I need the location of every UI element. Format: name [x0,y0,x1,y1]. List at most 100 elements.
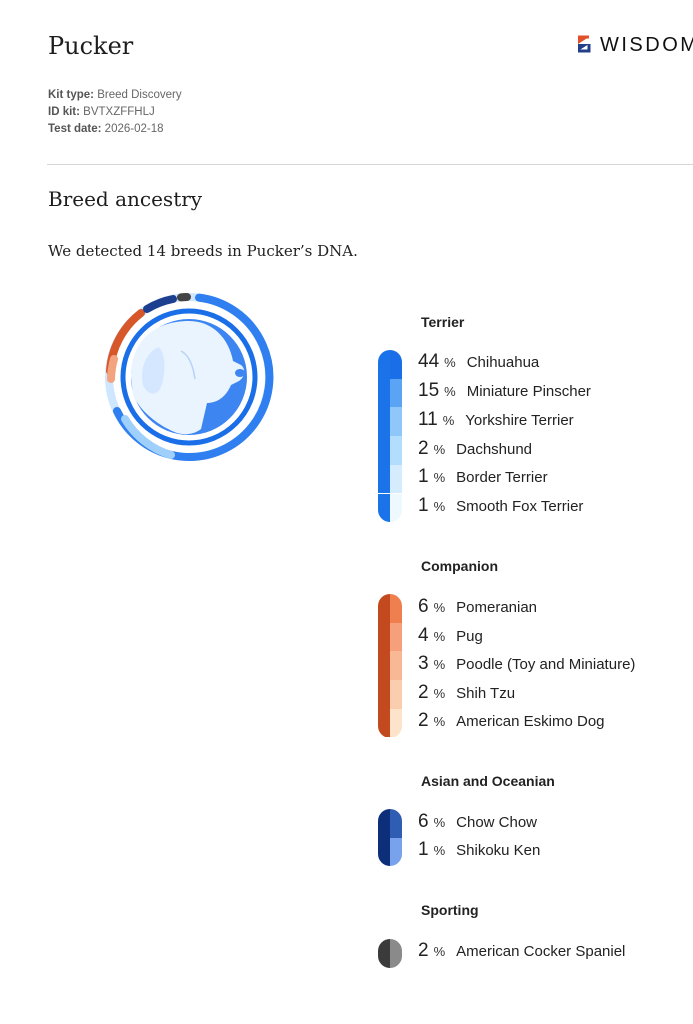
bar-segment-breed [390,350,402,379]
breed-row: 4% Pug [418,625,483,647]
bar-segment-breed [390,594,402,623]
breed-name: Poodle (Toy and Miniature) [456,656,636,673]
breed-percent: 4 [418,625,429,646]
breed-row: 1% Border Terrier [418,466,548,488]
bar-segment-breed [390,809,402,838]
bar-segment-breed [390,651,402,681]
kit-meta: Kit type: Breed Discovery ID kit: BVTXZF… [48,87,182,138]
bar-segment-breed [390,837,402,866]
breed-row: 15% Miniature Pinscher [418,380,591,402]
breed-row: 2% American Cocker Spaniel [418,940,625,962]
breed-percent: 1 [418,466,429,487]
breed-row: 1% Smooth Fox Terrier [418,495,583,517]
breed-percent: 2 [418,940,429,961]
percent-sign: % [433,470,446,485]
breed-percent: 44 [418,351,440,372]
section-title: Breed ancestry [48,187,203,211]
breed-percent: 6 [418,811,429,832]
breed-name: Dachshund [456,441,533,458]
breed-percent: 3 [418,653,429,674]
group-color-bar [378,939,402,968]
percent-sign: % [433,686,446,701]
percent-sign: % [444,384,456,399]
breed-percent: 2 [418,710,429,731]
breed-percent: 1 [418,495,429,516]
breed-name: Chow Chow [456,814,538,831]
breed-percent: 2 [418,438,429,459]
breed-name: Chihuahua [466,354,540,371]
group-title-sporting: Sporting [421,902,479,918]
breed-row: 3% Poodle (Toy and Miniature) [418,653,635,675]
percent-sign: % [444,355,456,370]
brand: WISDOM [575,33,693,57]
bar-segment-accent [378,594,390,623]
bar-segment-accent [378,350,390,379]
bar-segment-accent [378,809,390,838]
ancestry-summary: We detected 14 breeds in Pucker’s DNA. [48,242,358,260]
breed-name: Miniature Pinscher [466,383,591,400]
group-title-terrier: Terrier [421,314,465,330]
bar-segment-breed [390,436,402,465]
bar-segment-breed [390,464,402,494]
breed-row: 6% Pomeranian [418,596,537,618]
breed-name: Shih Tzu [456,685,516,702]
kit-id-row: ID kit: BVTXZFFHLJ [48,106,155,118]
breed-name: Border Terrier [456,469,548,486]
bar-segment-accent [378,436,390,465]
bar-segment-accent [378,680,390,709]
percent-sign: % [433,629,446,644]
brand-name: WISDOM [600,33,693,56]
ring-companion-light [107,355,118,383]
breed-name: American Eskimo Dog [456,713,605,730]
percent-sign: % [433,442,446,457]
group-color-bar [378,809,402,866]
bar-segment-breed [390,493,402,522]
kit-type-row: Kit type: Breed Discovery [48,89,182,101]
breed-name: American Cocker Spaniel [456,943,626,960]
group-color-bar [378,594,402,738]
bar-segment-accent [378,651,390,681]
breed-row: 11% Yorkshire Terrier [418,409,574,431]
breed-row: 6% Chow Chow [418,811,537,833]
percent-sign: % [433,815,446,830]
breed-name: Pug [456,628,483,645]
breed-row: 2% Shih Tzu [418,682,515,704]
breed-percent: 1 [418,839,429,860]
ring-asian [143,295,177,313]
breed-row: 1% Shikoku Ken [418,839,540,861]
percent-sign: % [442,413,455,428]
breed-row: 44% Chihuahua [418,351,539,373]
percent-sign: % [433,499,446,514]
bar-segment-accent [378,493,390,522]
ancestry-donut [105,293,274,462]
bar-segment-breed [390,939,402,968]
percent-sign: % [433,843,446,858]
breed-percent: 6 [418,596,429,617]
breed-name: Yorkshire Terrier [465,412,574,429]
bar-segment-accent [378,837,390,866]
percent-sign: % [433,600,446,615]
group-color-bar [378,350,402,522]
breed-name: Smooth Fox Terrier [456,498,584,515]
breed-percent: 11 [418,409,438,430]
wisdom-logo-icon [578,35,591,53]
bar-segment-breed [390,378,402,408]
bar-segment-breed [390,680,402,709]
group-title-asian-and-oceanian: Asian and Oceanian [421,773,555,789]
bar-segment-accent [378,464,390,494]
bar-segment-accent [378,378,390,408]
bar-segment-accent [378,622,390,652]
dog-name: Pucker [48,32,134,60]
ring-terrier-light [121,415,175,459]
group-title-companion: Companion [421,558,498,574]
bar-segment-accent [378,939,390,968]
percent-sign: % [433,657,446,672]
bar-segment-accent [378,407,390,437]
bar-segment-accent [378,708,390,738]
breed-row: 2% Dachshund [418,438,532,460]
bar-segment-breed [390,708,402,738]
test-date-row: Test date: 2026-02-18 [48,123,164,135]
percent-sign: % [433,944,446,959]
dog-head-icon [131,321,245,435]
breed-row: 2% American Eskimo Dog [418,710,605,732]
